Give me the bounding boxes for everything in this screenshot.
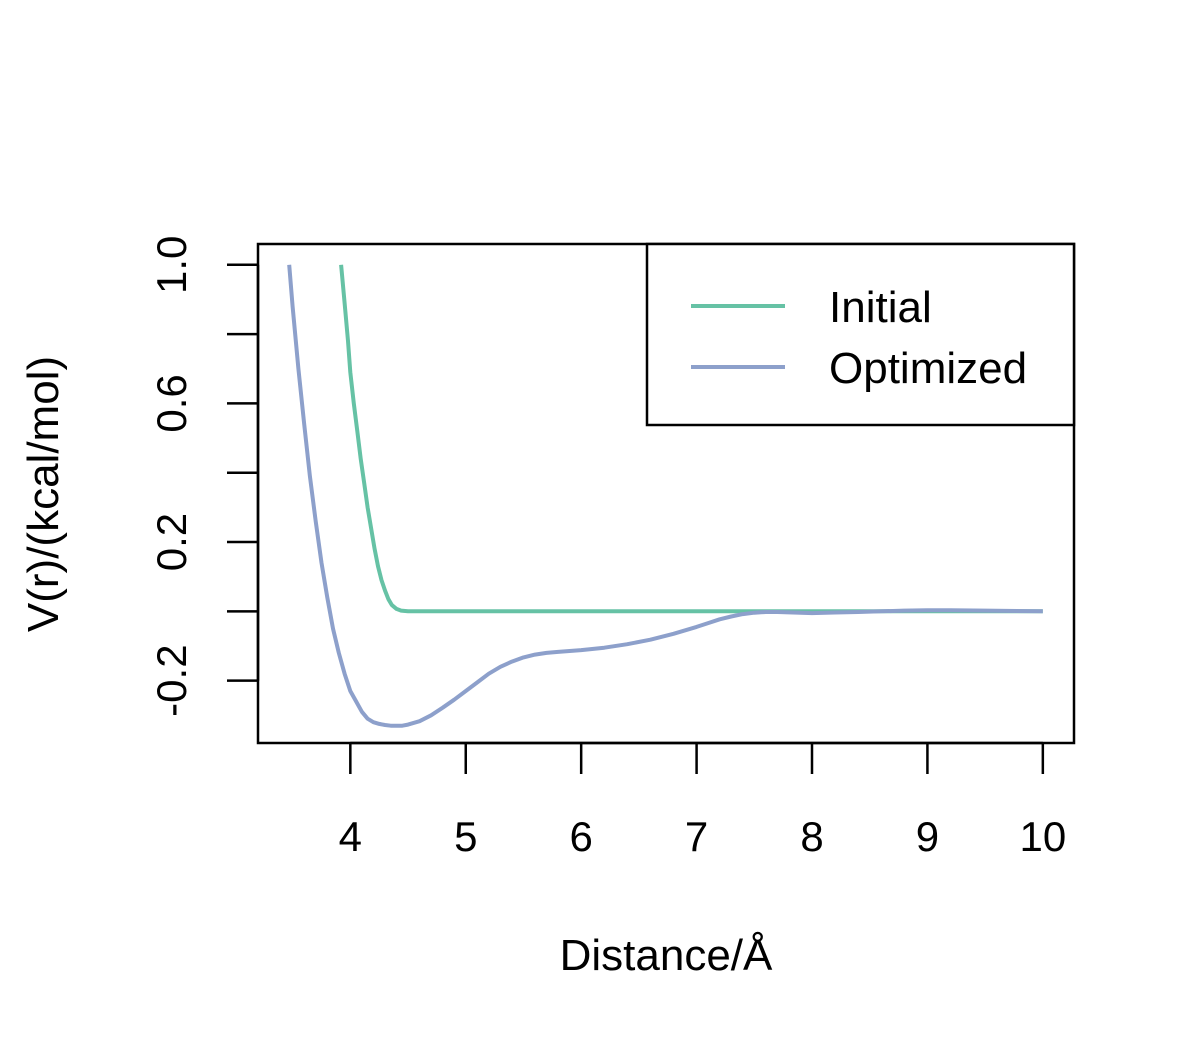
x-tick-label: 9 [916, 813, 939, 860]
legend-label-initial: Initial [829, 283, 932, 332]
y-tick-label: -0.2 [148, 644, 195, 716]
series-line-optimized [287, 264, 1043, 728]
x-tick-label: 10 [1019, 813, 1066, 860]
y-axis-title: V(r)/(kcal/mol) [19, 356, 68, 632]
x-tick-label: 5 [454, 813, 477, 860]
x-axis: 4 5 6 7 8 9 10 [339, 741, 1066, 860]
x-axis-title: Distance/Å [560, 931, 773, 980]
x-tick-label: 7 [685, 813, 708, 860]
series-line-initial [339, 264, 1043, 614]
series-layer [287, 264, 1043, 728]
y-tick-label: 0.6 [148, 374, 195, 432]
x-tick-label: 8 [800, 813, 823, 860]
legend-box [645, 242, 1076, 427]
x-tick-label: 4 [339, 813, 362, 860]
y-tick-label: 0.2 [148, 513, 195, 571]
y-axis: -0.2 0.2 0.6 1.0 [148, 236, 260, 717]
legend: Initial Optimized [645, 242, 1076, 427]
y-tick-label: 1.0 [148, 236, 195, 294]
x-tick-label: 6 [569, 813, 592, 860]
legend-label-optimized: Optimized [829, 344, 1027, 393]
